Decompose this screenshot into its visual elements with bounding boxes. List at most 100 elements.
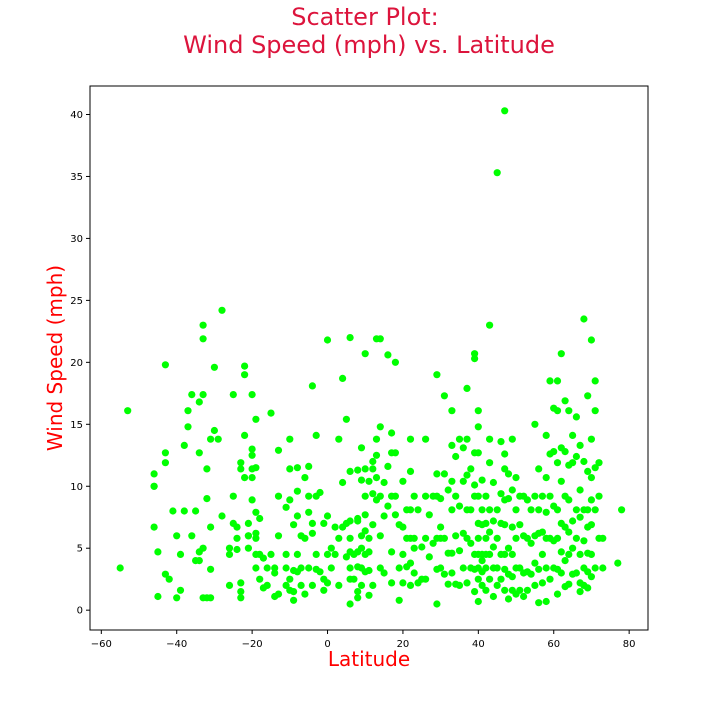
data-point — [433, 371, 441, 379]
data-point — [482, 564, 490, 572]
data-point — [433, 600, 441, 608]
data-point — [391, 511, 399, 519]
data-point — [422, 435, 430, 443]
data-point — [154, 592, 162, 601]
data-point — [116, 564, 124, 572]
data-point — [599, 534, 607, 542]
data-point — [569, 544, 577, 552]
data-point — [482, 492, 490, 500]
data-point — [286, 496, 294, 504]
data-point — [595, 492, 603, 500]
x-tick-label: 80 — [623, 639, 636, 650]
data-point — [218, 306, 226, 314]
data-point — [467, 539, 475, 547]
data-point — [380, 569, 388, 577]
data-point — [482, 586, 490, 594]
data-point — [542, 597, 550, 606]
data-point — [361, 527, 369, 535]
data-point — [538, 492, 547, 500]
data-point — [256, 514, 264, 523]
data-point — [452, 452, 460, 461]
data-point — [444, 580, 452, 588]
data-point — [531, 420, 539, 428]
data-point — [233, 534, 241, 542]
data-point — [501, 521, 509, 529]
data-point — [489, 592, 497, 601]
data-point — [376, 423, 384, 431]
data-point — [422, 492, 430, 500]
data-point — [154, 548, 162, 556]
data-point — [591, 506, 599, 514]
data-point — [523, 586, 532, 594]
data-point — [388, 548, 396, 556]
data-point — [252, 415, 260, 423]
data-point — [169, 507, 177, 515]
data-point — [165, 575, 173, 583]
data-point — [561, 448, 569, 456]
data-point — [486, 506, 494, 514]
data-point — [372, 435, 381, 443]
data-point — [399, 579, 407, 587]
data-point — [241, 362, 249, 370]
data-point — [527, 570, 535, 578]
data-point — [248, 445, 256, 453]
data-point — [542, 431, 550, 439]
data-point — [263, 581, 271, 590]
data-point — [501, 586, 509, 594]
data-point — [161, 570, 169, 578]
data-point — [471, 481, 479, 489]
data-point — [248, 496, 256, 504]
data-point — [463, 534, 471, 542]
data-point — [486, 575, 494, 583]
data-point — [486, 459, 494, 467]
x-axis: −60 −40 −20 0 20 40 60 80 — [91, 630, 636, 650]
data-point — [384, 462, 392, 470]
data-point — [497, 438, 505, 446]
data-point — [248, 474, 256, 482]
y-tick-label: 0 — [77, 606, 83, 617]
data-point — [580, 457, 588, 466]
data-point — [188, 391, 196, 399]
data-point — [346, 564, 354, 572]
data-point — [433, 470, 441, 478]
data-point — [512, 534, 520, 542]
x-tick-label: 0 — [324, 639, 330, 650]
data-point — [482, 519, 490, 528]
data-point — [124, 407, 132, 415]
data-point — [474, 597, 482, 606]
data-point — [308, 519, 316, 528]
data-point — [565, 528, 573, 536]
data-point — [531, 559, 539, 567]
data-point — [282, 581, 290, 590]
data-point — [584, 392, 592, 400]
data-point — [587, 435, 596, 443]
y-tick-label: 40 — [70, 110, 83, 121]
data-point — [357, 476, 366, 484]
data-point — [410, 534, 418, 542]
data-point — [565, 407, 573, 415]
data-point — [501, 465, 509, 473]
data-point — [414, 506, 422, 514]
data-point — [444, 486, 452, 494]
data-point — [229, 492, 237, 500]
y-tick-label: 5 — [77, 544, 83, 555]
data-point — [561, 557, 569, 565]
data-point — [553, 377, 562, 385]
data-point — [576, 513, 584, 521]
data-point — [199, 321, 207, 329]
data-point — [361, 511, 369, 519]
data-point — [323, 579, 332, 587]
data-point — [252, 564, 260, 572]
data-point — [218, 512, 226, 520]
data-point — [520, 592, 528, 601]
data-point — [478, 476, 486, 484]
data-point — [557, 548, 565, 556]
data-point — [531, 492, 539, 500]
data-point — [553, 534, 562, 542]
data-point — [271, 564, 279, 572]
data-point — [591, 407, 599, 415]
data-point — [331, 550, 339, 559]
data-point — [508, 550, 516, 559]
data-point — [463, 579, 471, 587]
data-point — [504, 495, 513, 503]
